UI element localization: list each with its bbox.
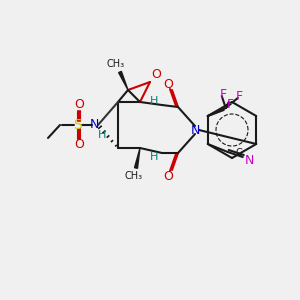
Polygon shape (134, 148, 140, 168)
Text: N: N (89, 118, 99, 131)
Polygon shape (118, 71, 128, 90)
Text: CH₃: CH₃ (125, 171, 143, 181)
Text: O: O (74, 139, 84, 152)
Text: C: C (236, 148, 242, 158)
Text: S: S (74, 118, 82, 132)
Text: O: O (151, 68, 161, 80)
Text: O: O (74, 98, 84, 112)
Text: F: F (220, 88, 227, 100)
Text: F: F (236, 89, 243, 103)
Text: H: H (150, 96, 158, 106)
Text: O: O (163, 77, 173, 91)
Text: N: N (245, 154, 254, 166)
Text: O: O (163, 169, 173, 182)
Text: N: N (190, 124, 200, 136)
Text: CH₃: CH₃ (107, 59, 125, 69)
Text: H: H (150, 152, 158, 162)
Text: F: F (227, 98, 234, 110)
Text: H: H (98, 130, 106, 140)
